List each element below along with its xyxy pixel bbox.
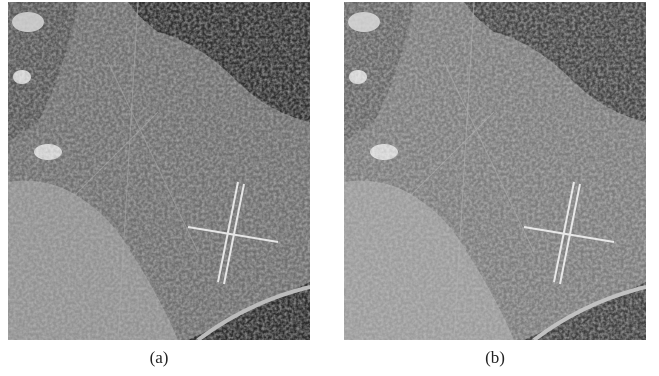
panel-a [8, 2, 310, 340]
satellite-image [8, 2, 310, 340]
satellite-image [344, 2, 646, 340]
panel-label: (b) [485, 348, 505, 367]
panel-label: (a) [150, 348, 169, 367]
panel-b [344, 2, 646, 340]
figure: (a) (b) [0, 0, 659, 376]
page: (a) (b) (() => { const data = JSON.parse… [0, 0, 659, 376]
